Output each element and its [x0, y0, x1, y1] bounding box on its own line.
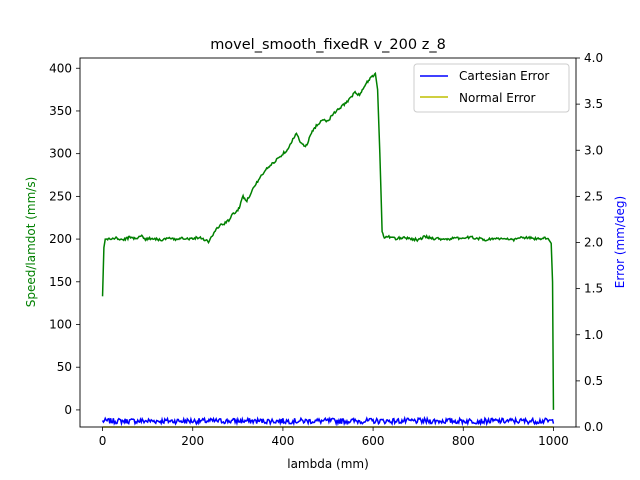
y-right-tick-label: 1.5 [584, 282, 603, 296]
y-right-tick-label: 1.0 [584, 328, 603, 342]
y-axis-right-label: Error (mm/deg) [613, 196, 627, 288]
y-left-tick-label: 400 [49, 61, 72, 75]
series-speed-line [101, 71, 555, 410]
y-left-tick-label: 100 [49, 318, 72, 332]
legend-label-normal-error: Normal Error [459, 91, 536, 105]
y-axis-left-label: Speed/lamdot (mm/s) [24, 177, 38, 308]
x-axis: 0 200 400 600 800 1000 [99, 427, 569, 448]
legend-box [413, 63, 570, 113]
x-tick-label: 1000 [538, 434, 569, 448]
y-right-tick-label: 4.0 [584, 51, 603, 65]
y-right-tick-label: 2.0 [584, 236, 603, 250]
y-axis-left: 0 50 100 150 200 250 300 350 400 [49, 61, 80, 417]
x-tick-label: 0 [99, 434, 107, 448]
y-left-tick-label: 300 [49, 147, 72, 161]
y-left-tick-label: 50 [57, 360, 72, 374]
series-cartesian-error-line [101, 415, 555, 427]
y-right-tick-label: 0.0 [584, 420, 603, 434]
y-axis-right: 0.0 0.5 1.0 1.5 2.0 2.5 3.0 3.5 4.0 [576, 51, 603, 434]
y-right-tick-label: 3.0 [584, 143, 603, 157]
x-tick-label: 400 [271, 434, 294, 448]
y-right-tick-label: 2.5 [584, 189, 603, 203]
legend: Cartesian Error Normal Error [413, 63, 570, 113]
y-right-tick-label: 3.5 [584, 97, 603, 111]
x-axis-label: lambda (mm) [287, 457, 369, 471]
y-left-tick-label: 150 [49, 275, 72, 289]
y-left-tick-label: 200 [49, 232, 72, 246]
x-tick-label: 200 [181, 434, 204, 448]
legend-label-cartesian-error: Cartesian Error [459, 69, 549, 83]
chart-title: movel_smooth_fixedR v_200 z_8 [210, 37, 446, 53]
y-left-tick-label: 0 [64, 403, 72, 417]
y-left-tick-label: 250 [49, 189, 72, 203]
x-tick-label: 600 [362, 434, 385, 448]
y-left-tick-label: 350 [49, 104, 72, 118]
x-tick-label: 800 [452, 434, 475, 448]
y-right-tick-label: 0.5 [584, 374, 603, 388]
